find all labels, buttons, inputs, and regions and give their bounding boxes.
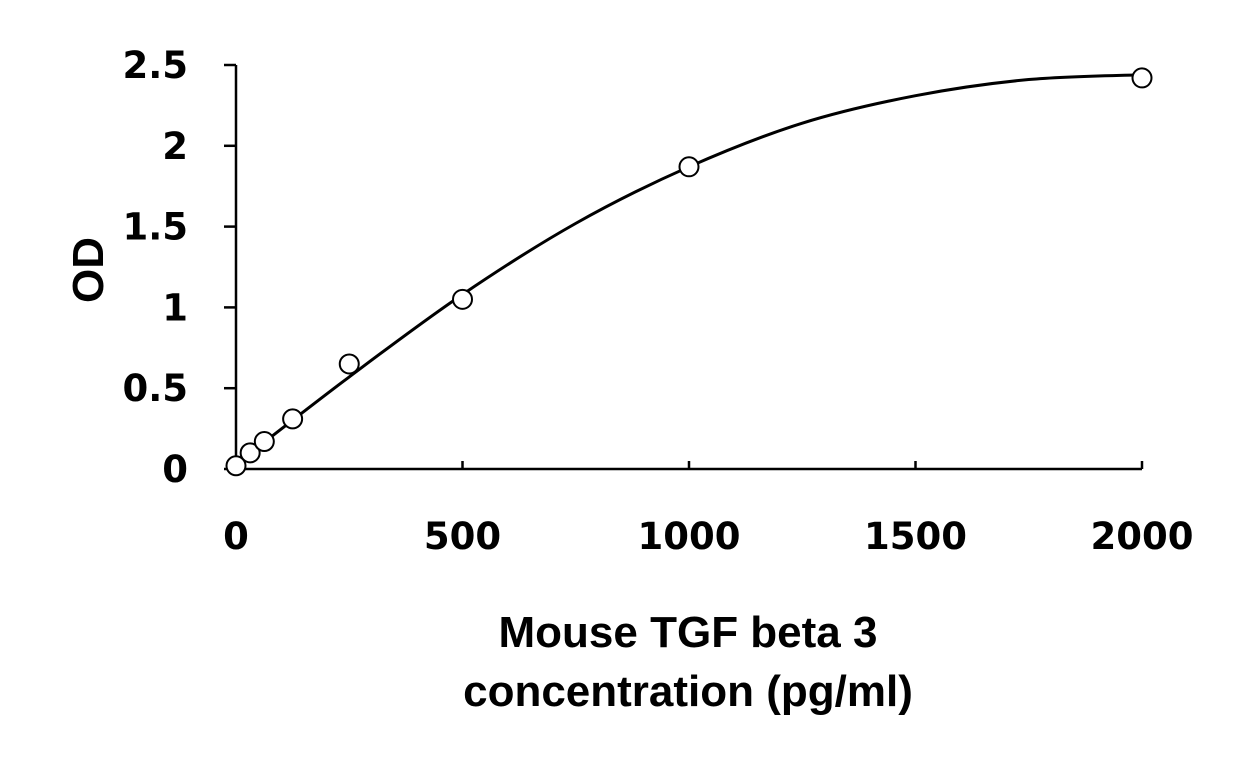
data-point — [338, 353, 360, 375]
x-tick-label: 500 — [424, 515, 501, 558]
data-point — [253, 431, 275, 453]
x-tick-label: 2000 — [1091, 515, 1194, 558]
y-tick-label: 1.5 — [122, 206, 188, 249]
y-tick-label: 0 — [162, 448, 188, 491]
y-tick-label: 0.5 — [122, 367, 188, 410]
x-axis-title-line-2: concentration (pg/ml) — [463, 667, 913, 716]
data-points — [225, 67, 1153, 477]
data-point — [678, 156, 700, 178]
x-axis-title-line-1: Mouse TGF beta 3 — [499, 608, 878, 657]
y-axis-title: OD — [64, 237, 113, 303]
data-point — [452, 288, 473, 310]
y-tick-label: 1 — [162, 286, 188, 329]
data-point — [282, 408, 304, 430]
y-tick-label: 2 — [162, 125, 188, 168]
ticks — [224, 63, 1144, 471]
axes — [234, 65, 1142, 471]
data-point — [239, 442, 261, 464]
data-point — [1131, 67, 1153, 89]
data-point — [225, 455, 247, 477]
fit-curve-line — [235, 73, 1143, 466]
tick-labels: 0 500 1000 1500 2000 0 0.5 1 1.5 2 2.5 — [122, 44, 1193, 558]
x-tick-label: 1500 — [864, 515, 967, 558]
x-tick-label: 1000 — [638, 515, 741, 558]
x-tick-label: 0 — [223, 515, 249, 558]
y-tick-label: 2.5 — [122, 44, 188, 87]
